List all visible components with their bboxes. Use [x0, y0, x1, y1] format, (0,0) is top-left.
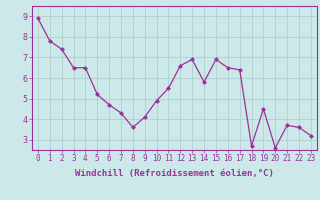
X-axis label: Windchill (Refroidissement éolien,°C): Windchill (Refroidissement éolien,°C)	[75, 169, 274, 178]
